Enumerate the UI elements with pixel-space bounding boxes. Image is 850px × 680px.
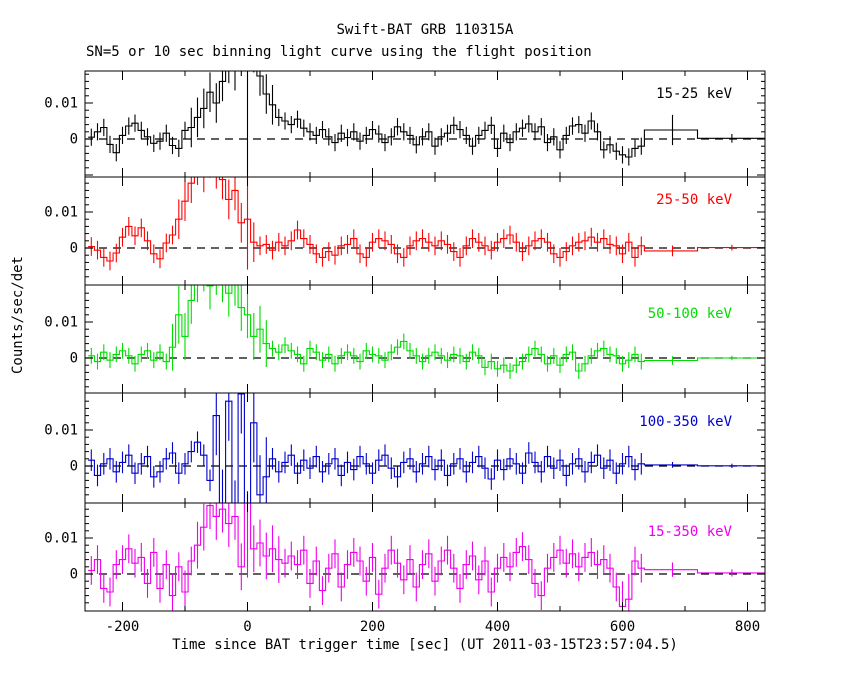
chart-subtitle: SN=5 or 10 sec binning light curve using… — [86, 44, 592, 60]
panel-0 — [85, 71, 765, 175]
band-label-100-350-kev: 100-350 keV — [639, 414, 732, 430]
y-tick-label: 0 — [70, 351, 78, 367]
band-label-15-350-kev: 15-350 keV — [647, 524, 732, 540]
band-label-25-50-kev: 25-50 keV — [656, 192, 732, 208]
y-tick-label: 0 — [70, 459, 78, 475]
y-axis-label: Counts/sec/det — [10, 256, 26, 375]
x-tick-label: 0 — [243, 619, 251, 635]
panel-border — [84, 392, 766, 504]
y-tick-label: 0 — [70, 132, 78, 148]
x-tick-label: 200 — [360, 619, 385, 635]
panel-3 — [85, 393, 765, 503]
panel-1 — [85, 177, 765, 271]
panel-border — [84, 284, 766, 394]
y-tick-label: 0 — [70, 567, 78, 583]
panel-border — [84, 502, 766, 612]
x-tick-label: -200 — [106, 619, 140, 635]
panel-4 — [85, 503, 765, 611]
y-tick-label: 0.01 — [44, 205, 78, 221]
x-tick-label: 600 — [610, 619, 635, 635]
lightcurve-step-line — [88, 71, 765, 158]
x-axis-label: Time since BAT trigger time [sec] (UT 20… — [172, 637, 678, 653]
y-tick-label: 0.01 — [44, 96, 78, 112]
y-tick-label: 0 — [70, 241, 78, 257]
page-title: Swift-BAT GRB 110315A — [336, 22, 514, 38]
y-tick-label: 0.01 — [44, 531, 78, 547]
x-tick-label: 400 — [485, 619, 510, 635]
lightcurve-step-line — [88, 177, 765, 262]
lightcurve-step-line — [88, 503, 765, 607]
panel-2 — [85, 285, 765, 379]
x-tick-label: 800 — [735, 619, 760, 635]
band-label-15-25-kev: 15-25 keV — [656, 86, 732, 102]
y-tick-label: 0.01 — [44, 423, 78, 439]
y-tick-label: 0.01 — [44, 315, 78, 331]
band-label-50-100-kev: 50-100 keV — [647, 306, 732, 322]
